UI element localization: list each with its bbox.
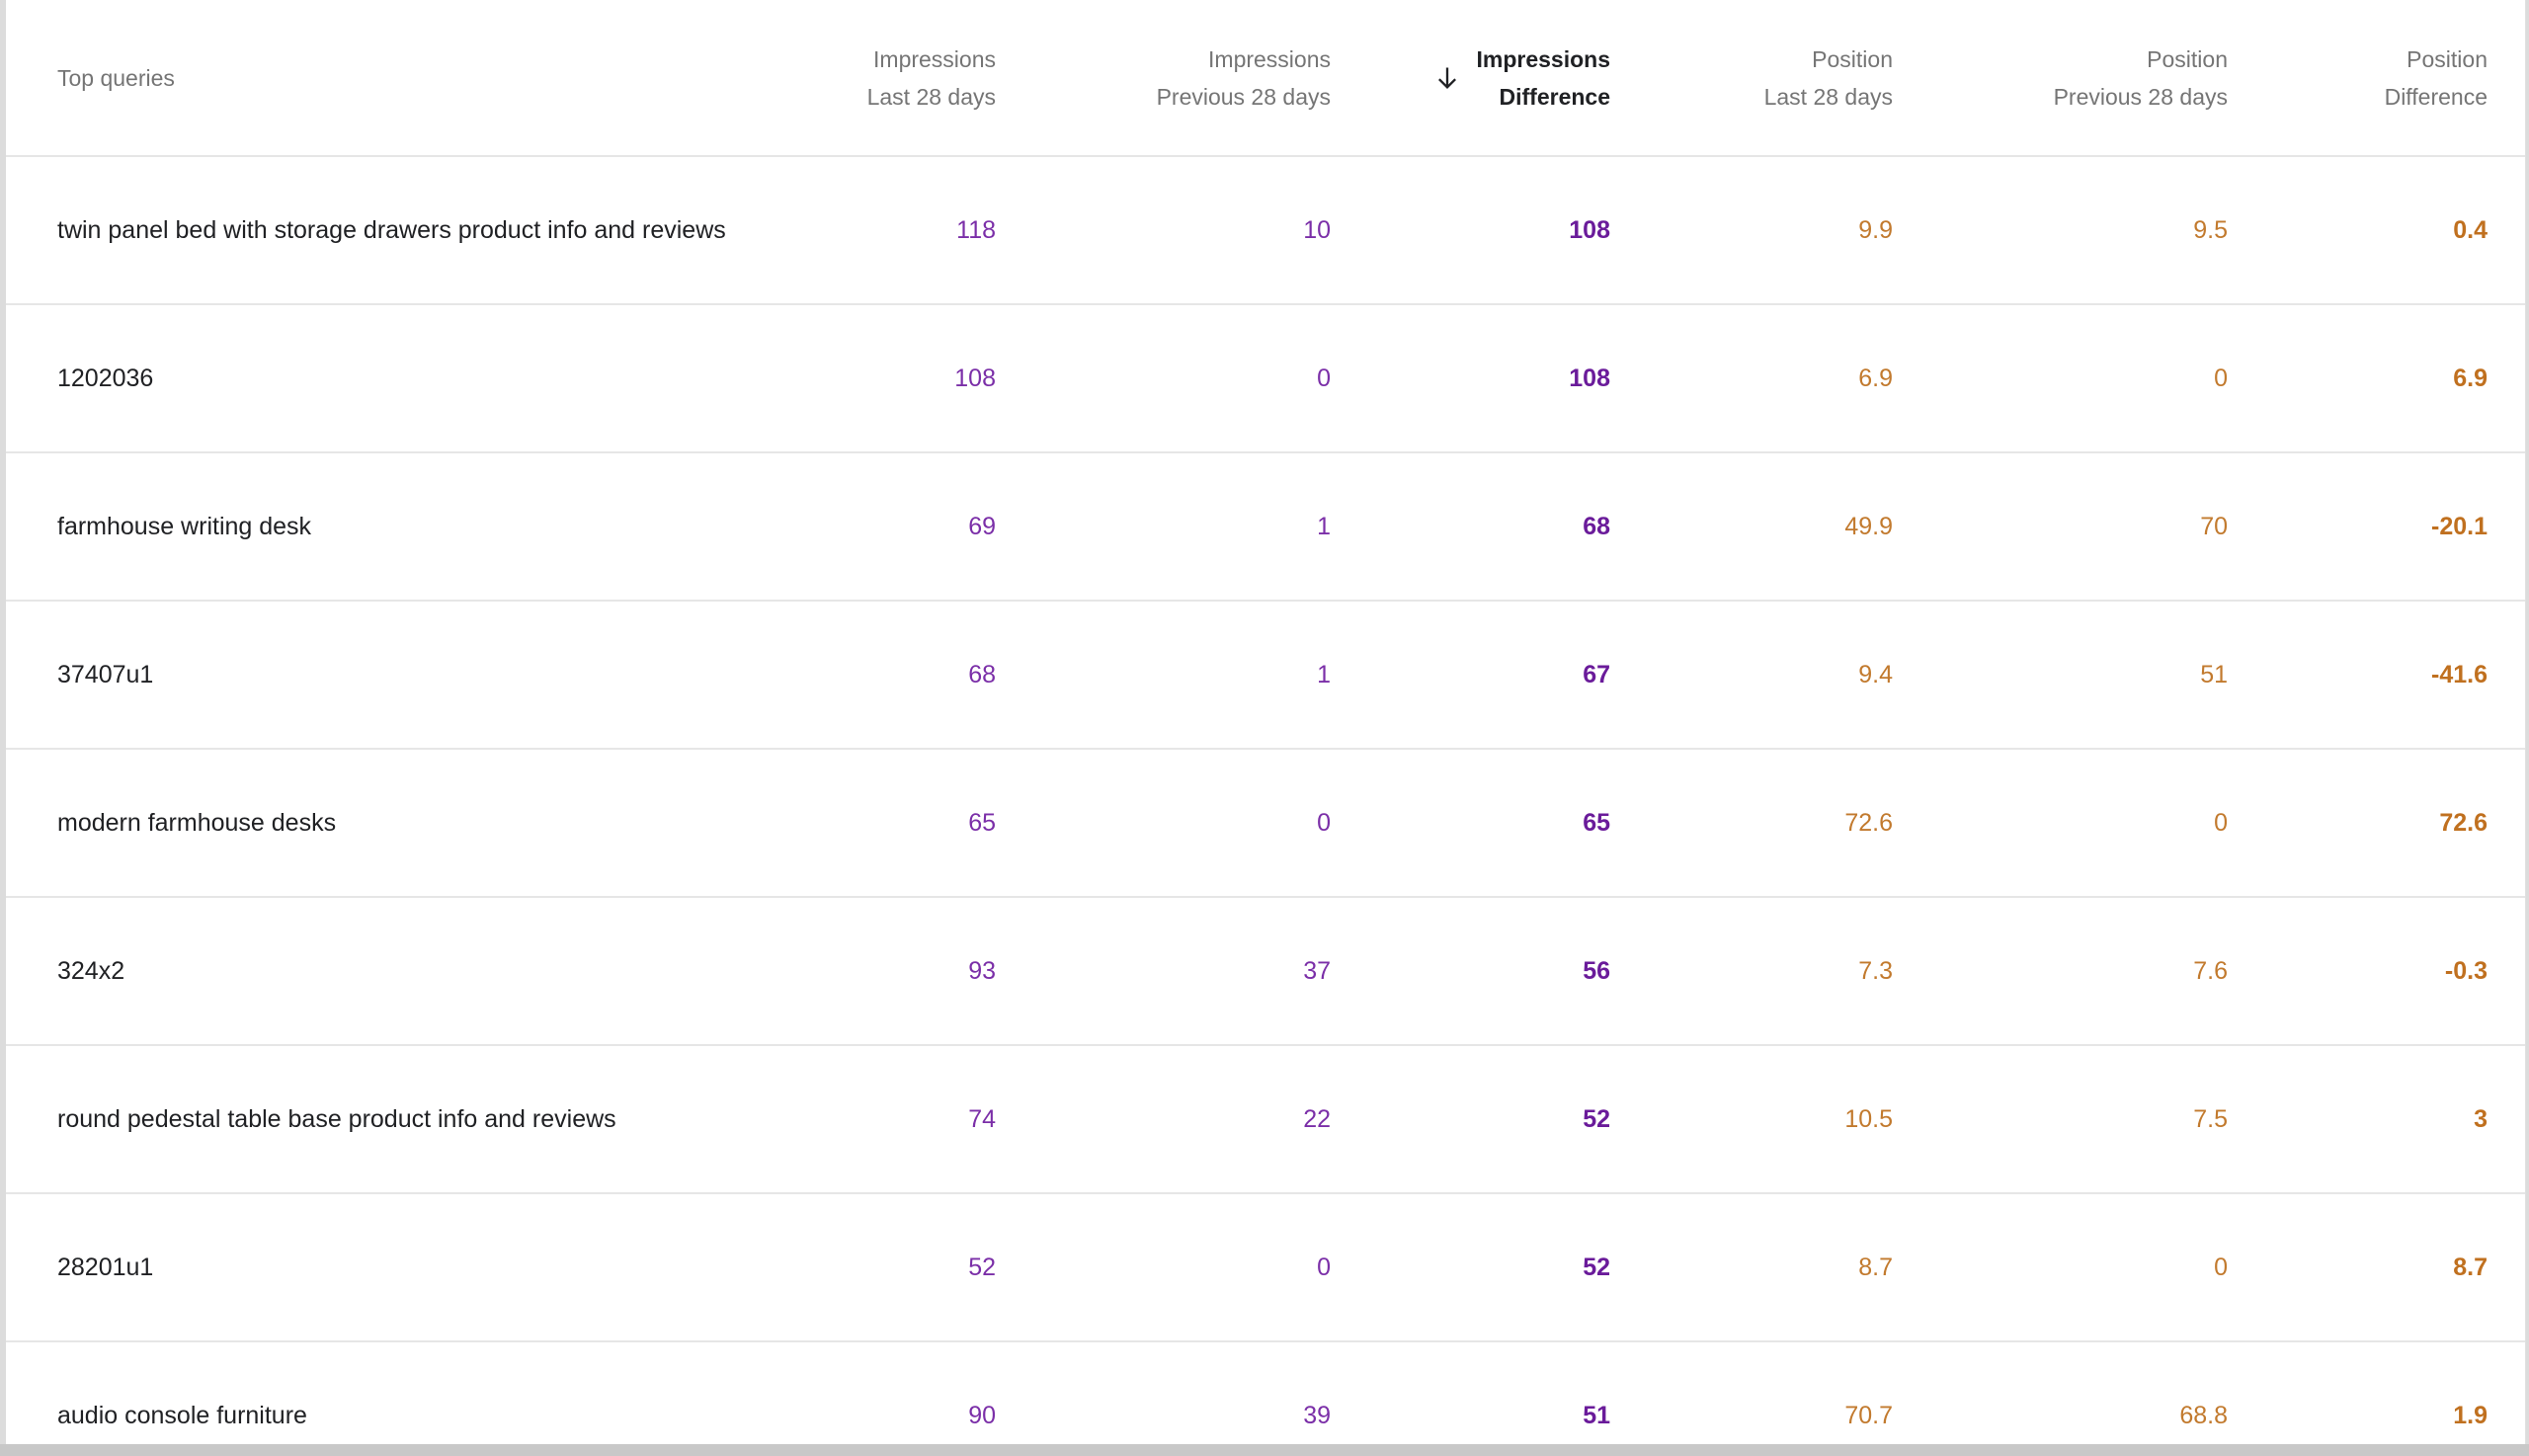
query-cell: audio console furniture [57,1402,307,1429]
impressions-previous-cell: 0 [1317,1253,1331,1281]
position-last-cell: 9.4 [1858,660,1893,688]
position-previous-cell: 70 [2200,512,2228,540]
position-difference-cell: -0.3 [2444,956,2488,985]
position-last-cell: 70.7 [1844,1401,1893,1429]
table-row[interactable]: 1202036 108 0 108 6.9 0 6.9 [6,305,2525,453]
impressions-difference-cell: 108 [1569,364,1610,392]
column-header-label: Impressions [1476,45,1611,72]
impressions-previous-cell: 22 [1303,1104,1331,1133]
position-previous-cell: 51 [2200,660,2228,688]
table-row[interactable]: 37407u1 68 1 67 9.4 51 -41.6 [6,602,2525,750]
column-header-label: Position [2147,45,2228,72]
table-row[interactable]: modern farmhouse desks 65 0 65 72.6 0 72.6 [6,750,2525,898]
position-previous-cell: 68.8 [2179,1401,2228,1429]
position-last-cell: 49.9 [1844,512,1893,540]
position-difference-cell: 3 [2474,1104,2488,1133]
query-cell: 324x2 [57,957,125,985]
impressions-previous-cell: 1 [1317,512,1331,540]
query-cell: twin panel bed with storage drawers prod… [57,216,726,244]
column-header-sublabel: Difference [1499,83,1610,110]
table-row[interactable]: 28201u1 52 0 52 8.7 0 8.7 [6,1194,2525,1342]
position-difference-cell: 72.6 [2439,808,2488,837]
column-header-label: Impressions [873,45,996,72]
column-header-sublabel: Last 28 days [866,83,996,110]
column-header-sublabel: Last 28 days [1763,83,1893,110]
impressions-previous-cell: 39 [1303,1401,1331,1429]
table-body: twin panel bed with storage drawers prod… [6,157,2525,1444]
query-cell: round pedestal table base product info a… [57,1105,616,1133]
position-previous-cell: 0 [2214,1253,2228,1281]
position-difference-cell: 1.9 [2453,1401,2488,1429]
table-row[interactable]: 324x2 93 37 56 7.3 7.6 -0.3 [6,898,2525,1046]
impressions-last-cell: 65 [968,808,996,837]
impressions-last-cell: 52 [968,1253,996,1281]
impressions-last-cell: 90 [968,1401,996,1429]
column-header-impressions-last[interactable]: Impressions Last 28 days [818,40,996,116]
queries-table: Top queries Impressions Last 28 days Imp… [6,0,2526,1444]
position-difference-cell: 0.4 [2453,215,2488,244]
position-last-cell: 6.9 [1858,364,1893,392]
table-row[interactable]: farmhouse writing desk 69 1 68 49.9 70 -20.1 [6,453,2525,602]
table-row[interactable]: audio console furniture 90 39 51 70.7 68.8 1.9 [6,1342,2525,1444]
column-header-position-last[interactable]: Position Last 28 days [1610,40,1893,116]
table-header: Top queries Impressions Last 28 days Imp… [6,0,2525,157]
position-previous-cell: 0 [2214,364,2228,392]
table-row[interactable]: round pedestal table base product info a… [6,1046,2525,1194]
column-header-label: Position [2407,45,2488,72]
impressions-last-cell: 69 [968,512,996,540]
column-header-label: Position [1812,45,1893,72]
column-header-sublabel: Previous 28 days [2053,83,2228,110]
impressions-difference-cell: 67 [1583,660,1610,688]
position-last-cell: 10.5 [1844,1104,1893,1133]
impressions-difference-cell: 68 [1583,512,1610,540]
impressions-last-cell: 108 [954,364,996,392]
column-header-impressions-previous[interactable]: Impressions Previous 28 days [996,40,1331,116]
impressions-difference-cell: 56 [1583,956,1610,985]
column-header-label: Top queries [57,64,175,91]
impressions-difference-cell: 52 [1583,1104,1610,1133]
query-cell: 37407u1 [57,661,154,688]
impressions-previous-cell: 0 [1317,808,1331,837]
position-previous-cell: 0 [2214,808,2228,837]
impressions-previous-cell: 1 [1317,660,1331,688]
position-difference-cell: -41.6 [2431,660,2488,688]
column-header-impressions-difference[interactable]: Impressions Difference [1331,40,1610,116]
position-difference-cell: 8.7 [2453,1253,2488,1281]
impressions-difference-cell: 51 [1583,1401,1610,1429]
position-previous-cell: 9.5 [2193,215,2228,244]
position-last-cell: 9.9 [1858,215,1893,244]
position-last-cell: 7.3 [1858,956,1893,985]
query-cell: 1202036 [57,364,154,392]
column-header-position-previous[interactable]: Position Previous 28 days [1893,40,2228,116]
query-cell: 28201u1 [57,1254,154,1281]
impressions-difference-cell: 108 [1569,215,1610,244]
impressions-previous-cell: 0 [1317,364,1331,392]
arrow-down-icon [1437,67,1456,89]
query-cell: modern farmhouse desks [57,809,337,837]
impressions-difference-cell: 65 [1583,808,1610,837]
column-header-top-queries[interactable]: Top queries [57,59,818,97]
column-header-position-difference[interactable]: Position Difference [2228,40,2488,116]
impressions-difference-cell: 52 [1583,1253,1610,1281]
position-difference-cell: 6.9 [2453,364,2488,392]
column-header-sublabel: Difference [2384,83,2488,110]
position-difference-cell: -20.1 [2431,512,2488,540]
column-header-label: Impressions [1208,45,1331,72]
position-previous-cell: 7.6 [2193,956,2228,985]
impressions-previous-cell: 37 [1303,956,1331,985]
impressions-last-cell: 74 [968,1104,996,1133]
position-last-cell: 8.7 [1858,1253,1893,1281]
table-row[interactable]: twin panel bed with storage drawers prod… [6,157,2525,305]
position-previous-cell: 7.5 [2193,1104,2228,1133]
position-last-cell: 72.6 [1844,808,1893,837]
page-bottom-strip [0,1444,2529,1456]
impressions-last-cell: 118 [956,215,996,244]
query-cell: farmhouse writing desk [57,513,312,540]
impressions-last-cell: 93 [968,956,996,985]
impressions-previous-cell: 10 [1303,215,1331,244]
column-header-sublabel: Previous 28 days [1156,83,1331,110]
impressions-last-cell: 68 [968,660,996,688]
